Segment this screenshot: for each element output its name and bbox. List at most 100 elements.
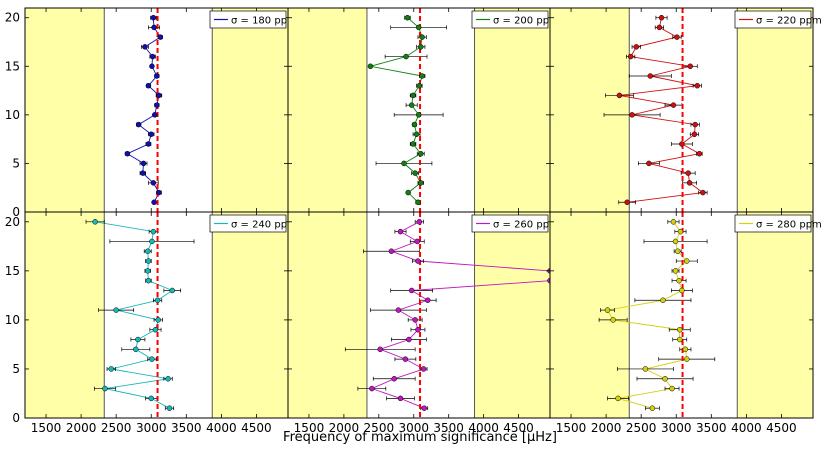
data-point xyxy=(674,34,680,40)
data-point xyxy=(102,385,108,392)
data-point xyxy=(670,102,677,108)
x-axis-label: Frequency of maximum significance [μHz] xyxy=(283,430,557,445)
data-point xyxy=(142,44,148,50)
legend-box xyxy=(471,10,549,29)
data-point xyxy=(412,317,418,323)
x-tick-label: 1500 xyxy=(556,421,587,435)
data-point xyxy=(415,199,421,206)
shaded-region xyxy=(212,8,288,212)
shaded-region xyxy=(550,8,630,212)
data-point xyxy=(684,258,690,264)
x-tick-label: 3000 xyxy=(661,421,692,435)
data-point xyxy=(403,53,409,60)
data-point xyxy=(629,112,635,118)
data-point xyxy=(145,277,152,284)
data-point xyxy=(421,405,427,411)
x-tick-label: 2000 xyxy=(591,421,622,435)
panel-content xyxy=(550,8,813,212)
data-point xyxy=(419,34,425,40)
data-point xyxy=(669,385,675,392)
data-point xyxy=(140,160,147,167)
data-point xyxy=(148,395,154,402)
panel-top-right: σ = 220 ppm xyxy=(549,7,822,213)
data-point xyxy=(166,405,173,411)
data-point xyxy=(169,287,176,294)
y-tick-label: 15 xyxy=(5,59,20,73)
data-point xyxy=(150,228,157,235)
x-tick-label: 2500 xyxy=(364,421,395,435)
x-tick-label: 4500 xyxy=(241,421,272,435)
shaded-region xyxy=(25,212,105,418)
data-point xyxy=(660,297,666,304)
legend-label: σ = 220 ppm xyxy=(756,16,822,27)
data-point xyxy=(692,121,698,128)
data-point xyxy=(662,376,668,382)
data-point xyxy=(674,248,681,254)
data-point xyxy=(417,180,424,186)
panel-top-middle: σ = 200 ppm xyxy=(287,7,559,213)
data-point xyxy=(150,14,157,21)
x-tick-label: 3000 xyxy=(136,421,167,435)
x-tick-label: 4500 xyxy=(766,421,797,435)
data-point xyxy=(397,228,404,235)
data-point xyxy=(124,150,131,157)
data-point xyxy=(676,326,683,333)
data-point xyxy=(670,219,677,225)
x-tick-label: 2500 xyxy=(626,421,657,435)
data-point xyxy=(642,366,649,372)
data-point xyxy=(149,53,156,60)
data-point xyxy=(672,238,679,245)
shaded-region xyxy=(212,212,288,418)
legend-label: σ = 200 ppm xyxy=(493,16,559,27)
y-tick-label: 10 xyxy=(5,313,20,327)
data-point xyxy=(133,346,139,353)
data-point xyxy=(388,248,395,254)
data-point xyxy=(413,131,420,138)
legend-label: σ = 280 ppm xyxy=(756,220,822,231)
panels-group: 0 5 10 15 20 σ = 180 ppm σ = 200 ppm σ = 220 pp… xyxy=(5,7,822,435)
data-point xyxy=(145,82,152,89)
y-tick-label: 10 xyxy=(5,108,20,122)
data-point xyxy=(149,238,155,245)
data-point xyxy=(615,395,621,402)
data-point xyxy=(150,180,157,186)
data-point xyxy=(156,92,162,99)
data-point xyxy=(627,53,634,60)
panel-content xyxy=(288,8,550,212)
series-line xyxy=(370,221,550,409)
data-point xyxy=(610,317,616,323)
data-point xyxy=(679,287,685,294)
y-tick-label: 0 xyxy=(12,205,20,219)
data-point xyxy=(148,131,154,138)
shaded-region xyxy=(474,212,550,418)
x-tick-label: 1500 xyxy=(31,421,62,435)
data-point xyxy=(604,307,611,313)
legend-label: σ = 260 ppm xyxy=(493,220,559,231)
data-point xyxy=(152,326,159,333)
x-tick-label: 2000 xyxy=(66,421,97,435)
data-point xyxy=(416,219,423,225)
data-point xyxy=(658,14,665,21)
data-point xyxy=(144,268,151,274)
legend-label: σ = 240 ppm xyxy=(231,220,297,231)
data-point xyxy=(149,356,155,362)
panel-bottom-right: 1500 2000 2500 3000 3500 4000 4500 σ = 280 ppm xyxy=(549,211,822,435)
data-point xyxy=(377,346,383,353)
shaded-region xyxy=(288,8,367,212)
data-point xyxy=(410,141,416,147)
data-point xyxy=(92,219,98,225)
data-point xyxy=(391,376,397,382)
panel-top-left: 0 5 10 15 20 σ = 180 ppm xyxy=(5,7,297,219)
y-tick-label: 15 xyxy=(5,264,20,278)
data-point xyxy=(415,112,422,118)
data-point xyxy=(417,44,424,50)
data-point xyxy=(151,199,157,206)
data-point xyxy=(624,199,630,206)
panel-frame xyxy=(549,211,814,419)
data-point xyxy=(154,102,160,108)
data-point xyxy=(108,366,115,372)
data-point xyxy=(415,326,421,333)
legend-box xyxy=(734,214,812,233)
data-point xyxy=(135,336,141,343)
